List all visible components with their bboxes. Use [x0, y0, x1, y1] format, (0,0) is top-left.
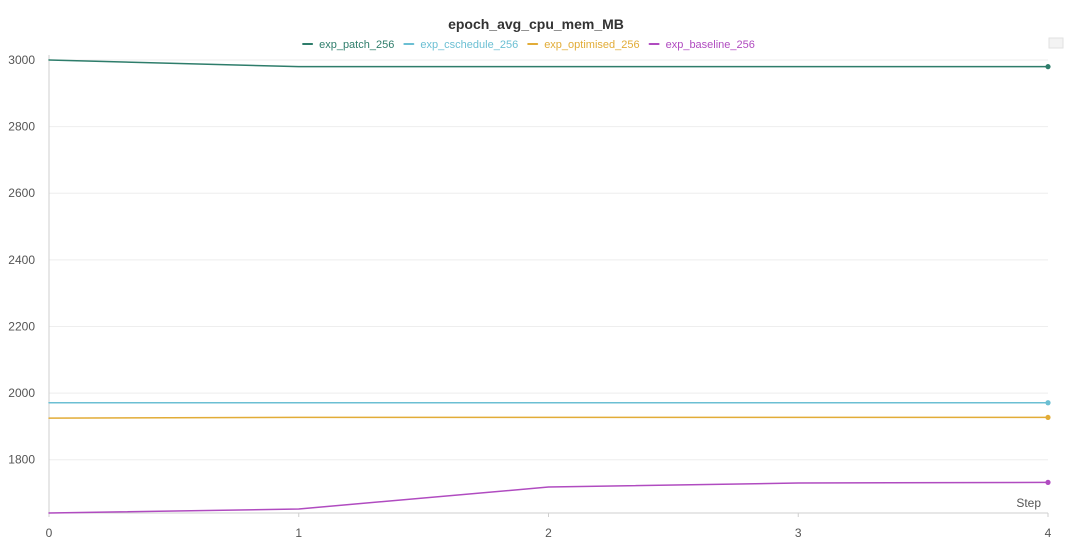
series-layer: [48, 59, 1051, 514]
y-tick-label: 2200: [8, 319, 35, 333]
chart-corner-control[interactable]: [1048, 37, 1064, 49]
x-tick-label: 2: [545, 526, 552, 540]
series-exp_patch_256[interactable]: [48, 59, 1051, 70]
legend-label: exp_optimised_256: [544, 39, 639, 51]
legend-label: exp_baseline_256: [666, 39, 755, 51]
series-exp_baseline_256[interactable]: [48, 479, 1051, 514]
series-exp_optimised_256[interactable]: [48, 414, 1051, 421]
chart-title: epoch_avg_cpu_mem_MB: [448, 16, 624, 32]
y-tick-label: 2600: [8, 186, 35, 200]
legend-label: exp_cschedule_256: [420, 39, 518, 51]
series-end-point[interactable]: [1045, 479, 1051, 485]
legend-item-exp_patch_256[interactable]: exp_patch_256: [302, 39, 394, 51]
series-exp_cschedule_256[interactable]: [48, 400, 1051, 406]
series-end-point[interactable]: [1045, 400, 1051, 406]
series-line[interactable]: [48, 59, 1049, 68]
legend-item-exp_cschedule_256[interactable]: exp_cschedule_256: [403, 39, 518, 51]
x-tick-label: 1: [295, 526, 302, 540]
y-tick-label: 2800: [8, 120, 35, 134]
x-tick-label: 3: [795, 526, 802, 540]
y-tick-label: 3000: [8, 53, 35, 67]
y-gridlines: [49, 59, 1048, 461]
legend-item-exp_optimised_256[interactable]: exp_optimised_256: [527, 39, 640, 51]
legend[interactable]: exp_patch_256 exp_cschedule_256 exp_optimi…: [302, 39, 755, 51]
x-axis-label: Step: [1016, 496, 1041, 510]
series-line[interactable]: [48, 481, 1049, 514]
x-tick-label: 0: [46, 526, 53, 540]
y-tick-label: 1800: [8, 453, 35, 467]
y-axis-ticks: 1800 2000 2200 2400 2600 2800 3000: [8, 53, 35, 467]
x-tick-label: 4: [1045, 526, 1052, 540]
series-end-point[interactable]: [1045, 414, 1051, 421]
y-tick-label: 2000: [8, 386, 35, 400]
legend-label: exp_patch_256: [319, 39, 394, 51]
legend-item-exp_baseline_256[interactable]: exp_baseline_256: [648, 39, 755, 51]
y-tick-label: 2400: [8, 253, 35, 267]
series-end-point[interactable]: [1045, 64, 1051, 70]
series-line[interactable]: [48, 416, 1049, 419]
